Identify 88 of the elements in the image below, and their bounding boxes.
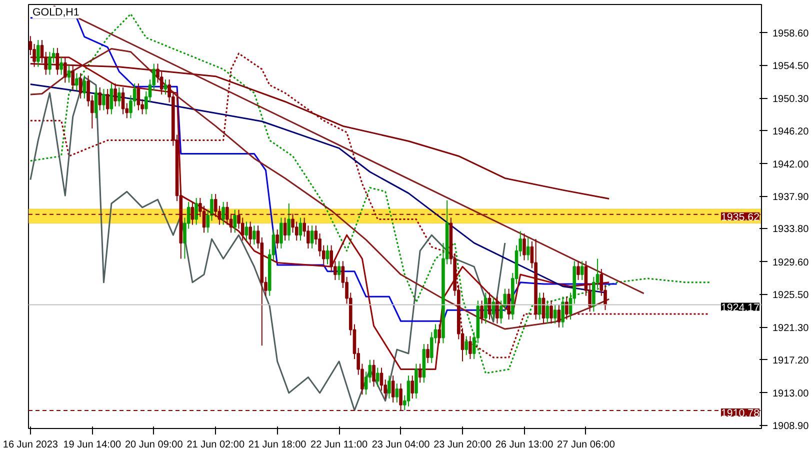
x-tick-label: 21 Jun 18:00 [248,440,307,450]
candlestick [395,382,399,403]
candlestick [164,79,168,96]
candlestick [60,56,63,76]
x-tick-label: 21 Jun 02:00 [186,440,245,450]
candlestick [546,300,550,324]
candlestick [414,363,418,399]
x-tick-label: 20 Jun 09:00 [124,440,184,450]
y-tick-label: 1942.00 [772,159,810,170]
candlestick [580,260,584,281]
x-tick-label: 23 Jun 04:00 [372,440,430,450]
y-tick-label: 1954.50 [772,60,810,72]
candlestick [194,197,198,226]
candlestick [492,296,496,320]
candlestick [522,232,526,261]
candlestick [280,217,283,249]
candlestick [426,344,430,364]
y-tick-label: 1917.20 [772,355,810,366]
candlestick [75,72,78,92]
line-series [30,76,506,412]
y-tick-label: 1933.80 [772,224,810,236]
candlestick [78,72,82,99]
candlestick [118,86,121,107]
y-tick-label: 1929.60 [772,257,810,268]
candlestick [248,221,252,246]
x-tick-label: 22 Jun 11:00 [310,440,368,450]
candlestick [576,260,580,281]
candlestick [252,225,256,246]
ref-line-label: 1935.62 [720,211,760,224]
candlestick [310,225,314,249]
chart-title: GOLD,H1 [32,6,80,18]
candlestick [391,375,395,403]
candlestick [233,209,237,234]
x-tick-label: 27 Jun 06:00 [557,440,616,450]
candlestick [222,201,225,226]
candlestick [36,40,40,68]
ref-line-label: 1924.17 [720,302,760,314]
candlestick [553,304,557,324]
candlestick [380,367,384,392]
ref-line-label: 1910.78 [720,408,760,420]
candlestick [438,324,442,344]
candlestick [114,82,117,107]
candlestick [102,88,106,111]
candlestick [484,292,488,324]
candlestick [244,221,248,242]
candlestick [160,71,164,96]
candlestick [468,336,472,360]
candlestick [406,375,410,407]
candlestick [106,88,110,115]
candlestick [82,75,86,99]
candlestick [464,336,468,356]
candlestick [136,82,140,111]
candlestick [48,51,52,76]
y-tick-label: 1946.20 [772,126,810,138]
candlestick [121,86,125,115]
candlestick [110,82,114,115]
candlestick [287,202,291,242]
y-tick-label: 1908.90 [772,420,810,432]
y-tick-label: 1937.90 [772,192,810,203]
candlestick [565,296,568,320]
candlestick [372,359,376,388]
x-tick-label: 19 Jun 14:00 [63,440,122,450]
candlestick [337,260,341,281]
y-tick-label: 1925.50 [772,290,810,301]
candlestick [480,300,484,324]
candlestick [410,375,414,399]
candlestick [538,292,542,320]
candlestick [67,64,71,84]
candlestick [376,367,380,388]
candlestick [94,86,98,119]
y-tick-label: 1913.00 [772,388,810,400]
y-tick-label: 1958.60 [772,28,810,40]
x-tick-label: 23 Jun 20:00 [434,440,492,450]
candlestick [526,236,530,261]
candlestick [561,296,564,328]
x-tick-label: 16 Jun 2023 [2,440,58,450]
y-tick-label: 1921.30 [772,322,810,334]
candlestick [388,375,391,399]
candlestick [98,86,102,111]
x-tick-label: 26 Jun 13:00 [495,440,554,450]
y-tick-label: 1950.30 [772,94,810,105]
candlestick [496,296,499,324]
candlestick [276,229,279,249]
candlestick [550,300,553,324]
candlestick [283,217,287,242]
candlestick [298,217,302,242]
candlestick [507,288,510,320]
candlestick [557,304,561,328]
